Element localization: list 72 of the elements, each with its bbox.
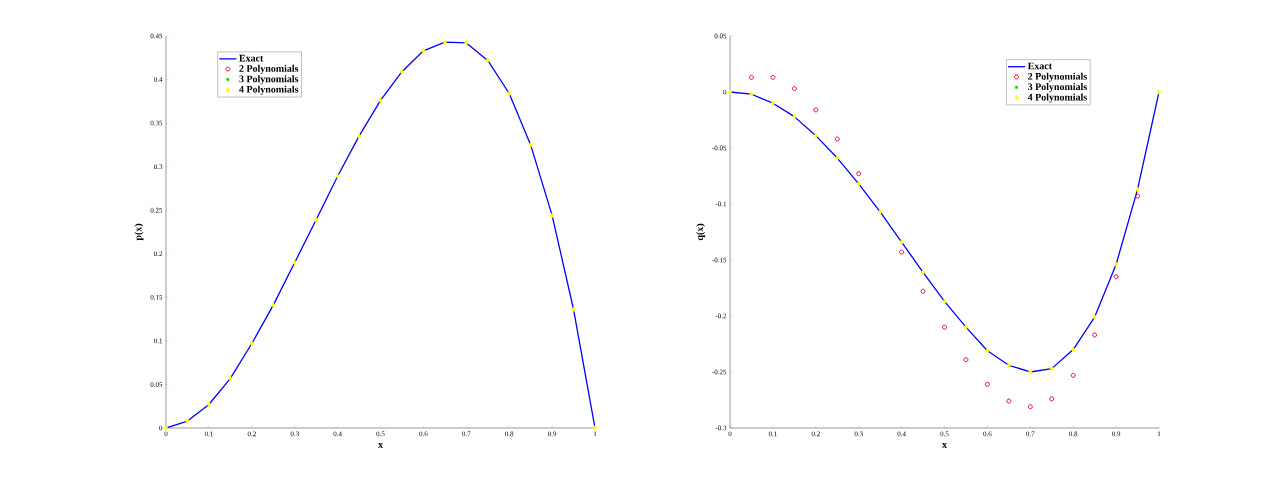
point <box>727 89 733 95</box>
legend-label: Exact <box>239 54 264 62</box>
point <box>185 418 190 424</box>
point <box>1113 261 1119 268</box>
point <box>464 40 469 46</box>
point <box>834 136 840 142</box>
legend-label: 2 Polynomials <box>239 64 299 74</box>
point <box>856 181 861 187</box>
point <box>1135 193 1141 199</box>
point <box>791 86 797 92</box>
point <box>1156 89 1162 95</box>
y-axis-title: p(x) <box>134 223 144 241</box>
point <box>442 39 447 45</box>
point <box>1006 362 1012 369</box>
point <box>963 324 969 330</box>
point <box>985 347 990 354</box>
legend-label: 2 Polynomials <box>1028 72 1087 82</box>
point <box>770 74 776 80</box>
point <box>1049 396 1055 402</box>
point <box>1006 398 1012 404</box>
legend-label: 4 Polynomials <box>239 85 299 95</box>
point <box>592 425 598 431</box>
point <box>292 259 297 266</box>
point <box>507 90 512 97</box>
point <box>163 425 169 431</box>
y-axis-title: q(x) <box>696 223 706 241</box>
point <box>1135 186 1140 193</box>
point <box>749 91 754 98</box>
legend-label: 4 Polynomials <box>1027 93 1087 103</box>
point <box>421 48 426 54</box>
point <box>1049 365 1054 372</box>
point <box>335 173 340 180</box>
point <box>249 340 254 347</box>
point <box>813 132 818 139</box>
point <box>1028 369 1033 375</box>
point <box>942 298 947 305</box>
legend-label: 3 Polynomials <box>1028 83 1087 93</box>
point <box>1092 332 1098 338</box>
point <box>314 217 319 223</box>
point <box>571 306 576 313</box>
legend-label: Exact <box>1027 62 1052 70</box>
point <box>228 375 233 382</box>
point <box>1092 314 1097 320</box>
point <box>963 357 969 363</box>
point <box>748 74 754 80</box>
point <box>856 171 862 177</box>
point <box>878 209 883 215</box>
point <box>378 97 383 104</box>
point <box>485 57 490 64</box>
point <box>1071 346 1076 353</box>
point <box>899 249 905 255</box>
point <box>770 100 776 106</box>
point <box>920 288 926 294</box>
point <box>792 113 797 120</box>
point <box>528 142 533 148</box>
point <box>942 324 948 330</box>
point <box>206 401 212 408</box>
point <box>271 302 276 308</box>
point <box>1027 404 1033 410</box>
point <box>1070 372 1076 378</box>
legend-label: 3 Polynomials <box>239 75 299 85</box>
point <box>399 68 405 75</box>
point <box>835 155 840 161</box>
point <box>899 239 904 245</box>
x-axis-title: x <box>378 443 383 448</box>
x-axis-title: x <box>942 443 947 448</box>
point <box>549 212 555 219</box>
point <box>984 381 990 387</box>
point <box>920 269 926 276</box>
point <box>1113 274 1119 280</box>
point <box>813 107 819 113</box>
point <box>356 133 362 139</box>
